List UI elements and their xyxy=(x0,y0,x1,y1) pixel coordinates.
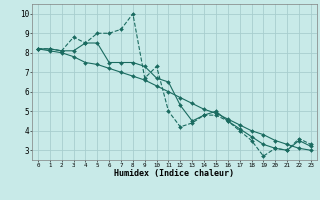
X-axis label: Humidex (Indice chaleur): Humidex (Indice chaleur) xyxy=(115,169,234,178)
